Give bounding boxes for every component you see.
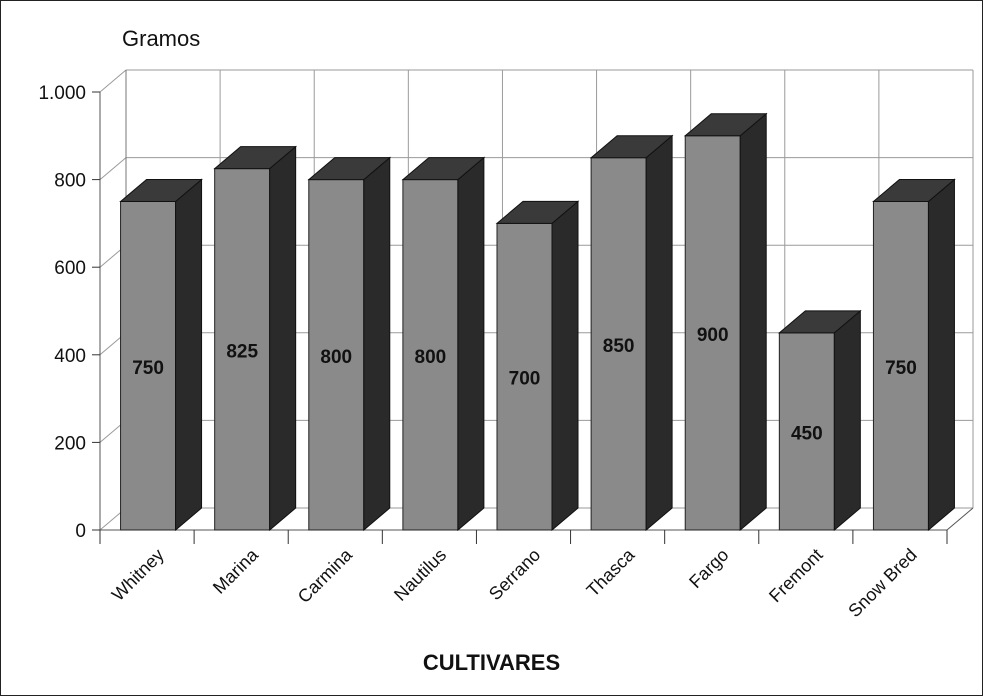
bar-value-label: 800	[415, 347, 447, 368]
bar-top-1	[213, 146, 298, 170]
bar-value-label: 450	[791, 423, 823, 444]
y-tick-label: 400	[54, 346, 86, 367]
bar-top-2	[307, 157, 392, 181]
bar-top-6	[683, 113, 768, 137]
bar-front-1	[214, 168, 271, 531]
bar-top-4	[495, 200, 580, 224]
y-tick-label: 800	[54, 171, 86, 192]
x-axis-title: CULTIVARES	[422, 650, 561, 675]
x-category-label: Serrano	[485, 545, 544, 604]
bar-side-4	[551, 200, 579, 532]
bar-side-2	[363, 156, 391, 532]
bar-value-label: 750	[885, 358, 917, 379]
bar-side-7	[833, 309, 861, 532]
bar-front-6	[684, 135, 741, 531]
bar-top-8	[872, 179, 956, 202]
bar-front-8	[872, 201, 929, 531]
bar-value-label: 900	[697, 325, 729, 346]
bar-side-0	[175, 178, 203, 532]
x-category-label: Marina	[209, 544, 263, 598]
y-unit-label: Gramos	[122, 26, 201, 51]
bar-front-2	[308, 179, 365, 531]
floor-right-edge	[946, 507, 974, 531]
bar-front-7	[778, 332, 835, 531]
bar-side-8	[927, 178, 955, 532]
x-category-label: Fargo	[685, 545, 732, 592]
bar-side-1	[269, 145, 297, 532]
bar-side-6	[739, 112, 767, 532]
y-tick-label: 600	[54, 258, 86, 279]
bar-top-5	[589, 135, 674, 159]
bar-front-5	[590, 157, 647, 531]
bar-value-label: 800	[320, 347, 352, 368]
bar-value-label: 700	[509, 369, 541, 390]
x-category-label: Snow Bred	[844, 545, 920, 621]
x-category-label: Carmina	[294, 544, 357, 607]
bar-top-3	[401, 157, 486, 181]
bar-front-4	[496, 222, 553, 531]
x-category-label: Thasca	[583, 544, 640, 601]
bar-side-5	[645, 134, 673, 532]
bar-value-label: 750	[132, 358, 164, 379]
bar-value-label: 825	[226, 341, 258, 362]
y-tick-label: 0	[75, 521, 86, 542]
bar-top-7	[777, 310, 862, 334]
bar-front-3	[402, 179, 459, 531]
grid-depth-800	[99, 157, 127, 180]
bar-side-3	[457, 156, 485, 532]
bar-front-0	[120, 201, 177, 531]
bar-value-label: 850	[603, 336, 635, 357]
y-tick-label: 200	[54, 433, 86, 454]
grid-depth-1000	[99, 69, 127, 93]
x-category-label: Whitney	[108, 545, 168, 605]
x-category-label: Nautilus	[390, 545, 450, 605]
x-category-label: Fremont	[765, 545, 827, 607]
bar-top-0	[119, 179, 203, 202]
y-tick-label: 1.000	[38, 83, 86, 104]
